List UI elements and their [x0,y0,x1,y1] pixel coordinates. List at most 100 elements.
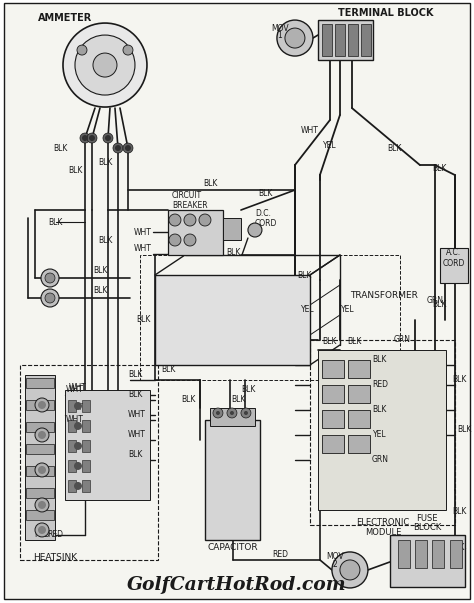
Bar [82,420,90,432]
Bar [82,460,90,472]
Circle shape [35,463,49,477]
Text: BLOCK: BLOCK [413,523,441,532]
Text: BLK: BLK [128,370,142,379]
Text: WHT: WHT [128,411,146,420]
Text: YEL: YEL [323,140,337,150]
Circle shape [38,526,46,534]
Circle shape [93,53,117,77]
Circle shape [332,552,368,588]
Circle shape [184,234,196,246]
Text: AMMETER: AMMETER [38,13,92,23]
Text: WHT: WHT [69,403,87,412]
Bar [322,435,344,453]
Bar [322,410,344,428]
Text: GolfCartHotRod.com: GolfCartHotRod.com [127,576,347,594]
Circle shape [38,431,46,439]
Circle shape [74,482,82,490]
Text: BLK: BLK [98,157,112,166]
Bar [205,420,260,540]
Circle shape [227,408,237,418]
Text: BLK: BLK [388,144,402,153]
Circle shape [184,214,196,226]
Text: MOV: MOV [271,24,289,33]
Text: WHT: WHT [134,244,152,253]
Bar [398,540,410,568]
Bar [450,540,462,568]
Text: BLK: BLK [93,285,107,294]
Text: MOV: MOV [326,552,344,561]
Bar [20,365,158,560]
Text: BLK: BLK [203,178,217,188]
Text: WHT: WHT [301,125,319,134]
Text: TERMINAL BLOCK: TERMINAL BLOCK [338,8,433,18]
Text: BLK: BLK [93,265,107,274]
Text: BLK: BLK [258,189,272,198]
Circle shape [74,422,82,430]
Circle shape [74,442,82,450]
Text: RED: RED [47,531,63,540]
Text: GRN: GRN [372,455,388,464]
Text: BLK: BLK [450,543,465,552]
Circle shape [115,145,121,151]
Text: A.C.
CORD: A.C. CORD [443,248,465,268]
Circle shape [113,143,123,153]
Bar [348,435,370,453]
Text: CIRCUIT: CIRCUIT [172,191,202,200]
Bar [68,440,76,452]
Circle shape [87,133,97,143]
Circle shape [216,411,220,415]
Text: BLK: BLK [181,396,195,405]
Circle shape [35,398,49,412]
Bar [155,275,310,365]
Circle shape [230,411,234,415]
Text: 1: 1 [278,31,283,40]
Circle shape [89,135,95,141]
Bar [415,540,427,568]
Circle shape [285,28,305,48]
Circle shape [74,462,82,470]
Circle shape [41,289,59,307]
Bar [335,24,345,56]
Circle shape [45,273,55,283]
Circle shape [241,408,251,418]
Bar [348,410,370,428]
Circle shape [169,214,181,226]
Bar [310,340,455,525]
Text: GRN: GRN [427,295,443,305]
Bar [26,510,54,520]
Text: YEL: YEL [341,306,355,315]
Text: WHT: WHT [66,385,84,394]
Text: BLK: BLK [136,315,150,324]
Circle shape [169,234,181,246]
Text: BLK: BLK [348,338,362,347]
Text: YEL: YEL [301,306,315,315]
Text: RED: RED [372,380,388,390]
Text: BLK: BLK [433,163,447,172]
Bar [390,535,465,587]
Circle shape [123,45,133,55]
Circle shape [213,408,223,418]
Text: BREAKER: BREAKER [172,201,208,209]
Bar [322,385,344,403]
Bar [68,480,76,492]
Circle shape [35,428,49,442]
Bar [322,360,344,378]
Circle shape [74,402,82,410]
Text: MODULE: MODULE [365,528,401,537]
Circle shape [35,498,49,512]
Bar [348,360,370,378]
Circle shape [38,401,46,409]
Text: BLK: BLK [373,405,387,414]
Circle shape [125,145,131,151]
Text: BLK: BLK [226,247,240,256]
Text: BLK: BLK [457,426,471,435]
Bar [318,20,373,60]
Circle shape [63,23,147,107]
Text: BLK: BLK [241,385,255,394]
Circle shape [105,135,111,141]
Circle shape [80,133,90,143]
Bar [440,248,468,283]
Circle shape [75,35,135,95]
Bar [26,378,54,388]
Text: CAPACITOR: CAPACITOR [208,543,258,552]
